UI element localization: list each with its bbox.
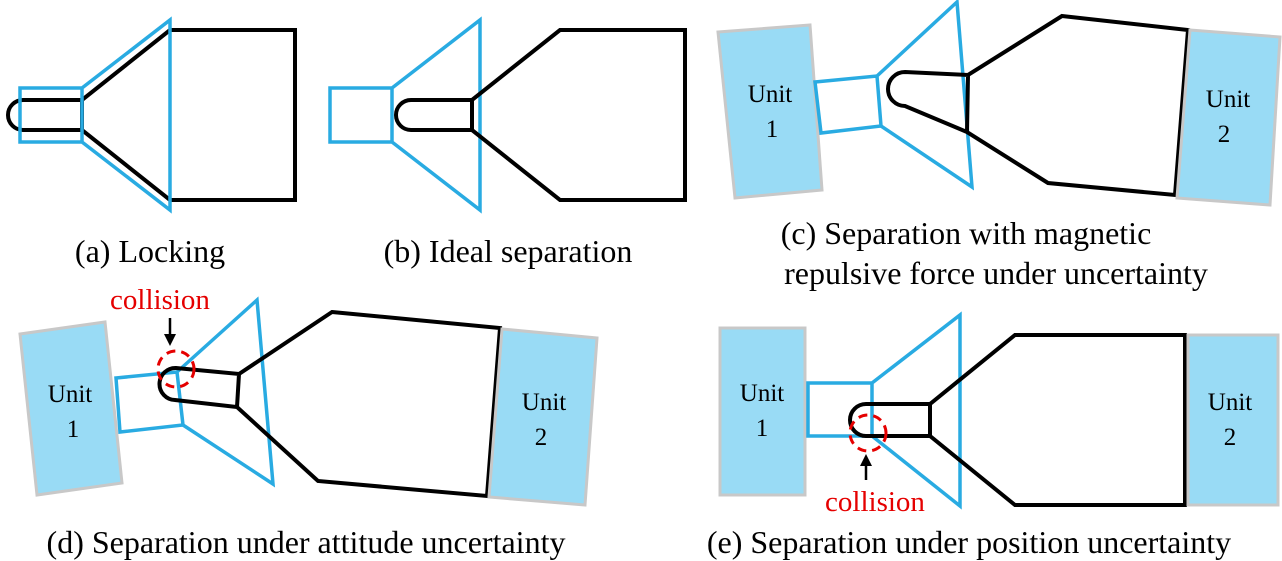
collision-label-e: collision	[825, 486, 925, 518]
panel-d: Unit 1 Unit 2 collision (d) Separation u…	[18, 284, 599, 560]
unit2-number-c: 2	[1218, 121, 1231, 148]
unit2-number-d: 2	[535, 424, 548, 451]
collision-label-d: collision	[110, 284, 210, 316]
drogue-e	[806, 311, 962, 510]
panel-a: (a) Locking	[6, 16, 297, 269]
unit2-block-d	[487, 327, 599, 507]
unit1-number-d: 1	[67, 416, 80, 443]
unit2-block-e	[1186, 333, 1280, 507]
drogue-a	[18, 16, 172, 214]
caption-e: (e) Separation under position uncertaint…	[707, 524, 1231, 560]
unit2-block-c	[1175, 28, 1282, 207]
caption-b: (b) Ideal separation	[384, 233, 633, 269]
unit2-number-e: 2	[1224, 424, 1237, 451]
unit1-block-c	[716, 23, 824, 200]
unit1-label-d: Unit	[48, 381, 93, 408]
caption-a: (a) Locking	[75, 233, 225, 269]
probe-a	[6, 28, 297, 202]
caption-c-line1: (c) Separation with magnetic	[781, 215, 1152, 251]
unit1-number-e: 1	[756, 415, 769, 442]
drogue-d	[114, 296, 276, 488]
unit2-label-d: Unit	[522, 389, 567, 416]
panel-b: (b) Ideal separation	[328, 16, 687, 269]
unit1-block-d	[18, 320, 124, 497]
panel-c: Unit 1 Unit 2 (c) Separation with magnet…	[716, 0, 1282, 291]
collision-arrowhead-d	[164, 334, 176, 346]
panel-e: Unit 1 Unit 2 collision (e) Separation u…	[707, 311, 1280, 560]
drogue-c	[813, 0, 975, 191]
unit1-block-e	[718, 326, 807, 497]
unit2-label-c: Unit	[1206, 86, 1251, 113]
collision-arrowhead-e	[860, 454, 872, 466]
unit1-label-c: Unit	[748, 81, 793, 108]
unit1-label-e: Unit	[740, 380, 785, 407]
drogue-b	[328, 16, 482, 214]
probe-c	[886, 13, 1191, 198]
unit1-number-c: 1	[766, 116, 779, 143]
caption-c-line2: repulsive force under uncertainty	[784, 255, 1208, 291]
caption-d: (d) Separation under attitude uncertaint…	[47, 524, 566, 560]
probe-d	[157, 309, 503, 499]
probe-b	[394, 28, 687, 202]
collision-circle-d	[156, 349, 196, 389]
collision-circle-e	[848, 413, 888, 453]
unit2-label-e: Unit	[1208, 389, 1253, 416]
